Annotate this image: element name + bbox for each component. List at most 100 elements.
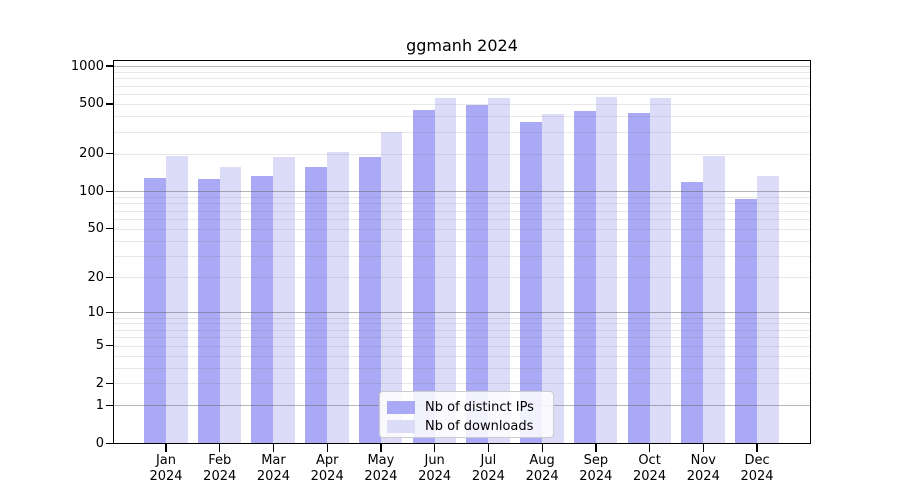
- gridline-minor: [113, 103, 811, 105]
- x-tick-label: Mar 2024: [256, 453, 290, 484]
- gridline-minor: [113, 85, 811, 87]
- chart-title: ggmanh 2024: [406, 36, 518, 55]
- x-tick-label: Dec 2024: [740, 453, 774, 484]
- y-tick-label: 50: [87, 221, 104, 237]
- gridline-minor: [113, 345, 811, 347]
- bar-downloads-may: [380, 131, 403, 444]
- x-tick-label: Nov 2024: [686, 453, 720, 484]
- x-tick: [434, 443, 436, 452]
- x-tick: [541, 443, 543, 452]
- y-tick: [106, 345, 113, 347]
- x-tick: [756, 443, 758, 452]
- y-tick-label: 0: [95, 436, 104, 451]
- y-tick: [106, 190, 113, 193]
- bar-distinct-ips-nov: [681, 181, 704, 444]
- gridline-minor: [113, 71, 811, 73]
- x-tick-label: Feb 2024: [203, 453, 237, 484]
- y-tick-label: 10: [87, 304, 104, 320]
- gridline-minor: [113, 337, 811, 339]
- bar-distinct-ips-jun: [412, 109, 435, 444]
- gridline-minor: [113, 329, 811, 331]
- legend-label-distinct-ips: Nb of distinct IPs: [425, 399, 534, 415]
- y-tick-label: 20: [87, 269, 104, 285]
- bar-distinct-ips-feb: [197, 179, 220, 444]
- gridline-minor: [113, 197, 811, 199]
- x-tick: [326, 443, 328, 452]
- gridline-minor: [113, 153, 811, 155]
- gridline-minor: [113, 255, 811, 257]
- bar-downloads-sep: [595, 97, 618, 444]
- y-tick: [106, 382, 113, 385]
- y-tick: [106, 153, 113, 155]
- gridline-minor: [113, 277, 811, 279]
- legend-item-downloads: Nb of downloads: [380, 417, 553, 436]
- y-tick-label: 200: [79, 146, 104, 162]
- x-tick: [272, 443, 275, 452]
- bar-downloads-jan: [166, 155, 188, 444]
- bar-downloads-jul: [488, 97, 510, 444]
- y-tick: [106, 405, 113, 407]
- y-tick: [106, 276, 113, 278]
- bar-distinct-ips-jul: [466, 105, 489, 444]
- x-tick-label: Oct 2024: [633, 453, 667, 484]
- x-tick-label: Jan 2024: [149, 453, 183, 484]
- gridline-major: [113, 190, 811, 192]
- x-tick: [380, 443, 382, 452]
- bar-downloads-aug: [542, 113, 564, 444]
- legend-label-downloads: Nb of downloads: [425, 418, 534, 434]
- gridline-major: [113, 311, 811, 313]
- x-tick-label: Jun 2024: [418, 453, 452, 484]
- bar-distinct-ips-dec: [735, 198, 758, 444]
- y-tick: [106, 442, 113, 445]
- bar-distinct-ips-aug: [520, 122, 543, 444]
- y-tick-label: 1000: [70, 58, 104, 74]
- gridline-minor: [113, 203, 811, 205]
- x-tick-label: Aug 2024: [525, 453, 559, 484]
- gridline-minor: [113, 116, 811, 118]
- gridline-minor: [113, 323, 811, 325]
- legend-item-distinct-ips: Nb of distinct IPs: [380, 398, 553, 417]
- x-tick: [595, 443, 597, 452]
- bar-downloads-nov: [703, 155, 725, 444]
- x-tick: [648, 443, 651, 452]
- gridline-minor: [113, 228, 811, 230]
- gridline-minor: [113, 93, 811, 95]
- bar-distinct-ips-oct: [627, 113, 650, 444]
- bar-distinct-ips-apr: [305, 166, 328, 444]
- x-tick-label: Apr 2024: [310, 453, 344, 484]
- legend-swatch-downloads: [387, 419, 415, 433]
- gridline-major: [113, 65, 811, 67]
- y-tick: [106, 228, 113, 230]
- gridline-minor: [113, 383, 811, 385]
- x-tick-label: Jul 2024: [471, 453, 505, 484]
- gridline-minor: [113, 367, 811, 369]
- bar-distinct-ips-mar: [251, 176, 274, 444]
- y-tick-label: 5: [95, 338, 104, 354]
- gridline-minor: [113, 218, 811, 220]
- y-tick-label: 2: [95, 375, 104, 391]
- bar-distinct-ips-sep: [573, 111, 596, 444]
- y-tick: [106, 65, 113, 67]
- y-tick-label: 100: [79, 183, 104, 199]
- bar-downloads-apr: [327, 151, 349, 444]
- bar-downloads-mar: [273, 157, 295, 444]
- gridline-minor: [113, 131, 811, 133]
- x-tick-label: May 2024: [364, 453, 398, 484]
- bar-downloads-jun: [434, 98, 457, 444]
- bar-downloads-oct: [649, 97, 672, 444]
- bar-downloads-dec: [757, 176, 779, 444]
- x-tick: [165, 443, 167, 452]
- gridline-minor: [113, 78, 811, 80]
- y-tick: [106, 311, 113, 314]
- gridline-minor: [113, 355, 811, 357]
- legend-swatch-distinct-ips: [387, 400, 415, 414]
- y-tick-label: 500: [79, 96, 104, 112]
- x-tick-label: Sep 2024: [579, 453, 613, 484]
- gridline-minor: [113, 210, 811, 212]
- bar-distinct-ips-may: [358, 156, 381, 444]
- x-tick: [219, 443, 221, 452]
- gridline-minor: [113, 317, 811, 319]
- x-tick: [702, 443, 704, 452]
- y-tick: [106, 103, 113, 105]
